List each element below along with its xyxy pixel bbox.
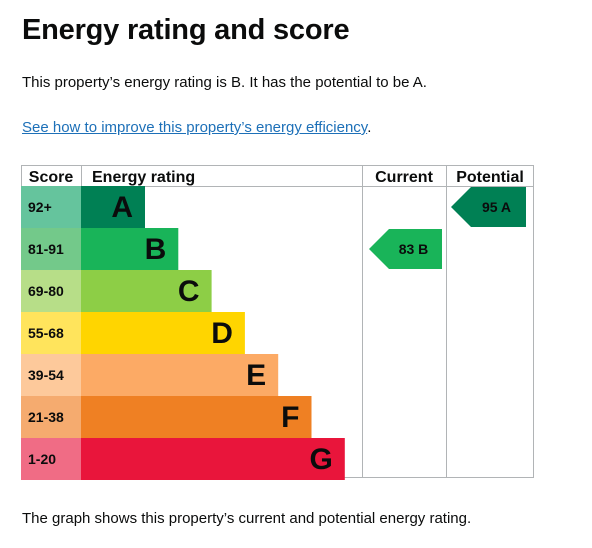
band-score-range: 69-80 — [28, 283, 64, 299]
band-letter: F — [281, 401, 299, 434]
band-score-range: 81-91 — [28, 241, 64, 257]
band-letter: C — [178, 275, 200, 308]
band-score-cell — [21, 396, 81, 438]
band-letter: B — [145, 233, 167, 266]
band-score-cell — [21, 312, 81, 354]
band-score-range: 92+ — [28, 199, 52, 215]
rating-bands: 92+ A 81-91 B 69-80 C 55-68 D 39-54 E 21-38 F 1-20 G — [21, 186, 345, 480]
potential-rating-marker: 95 A — [451, 187, 526, 227]
band-bar — [81, 396, 312, 438]
band-score-cell — [21, 438, 81, 480]
band-bar — [81, 270, 212, 312]
current-rating-marker: 83 B — [369, 229, 442, 269]
band-letter: D — [211, 317, 233, 350]
band-score-cell — [21, 354, 81, 396]
improve-link-suffix: . — [367, 119, 372, 136]
band-score-range: 21-38 — [28, 409, 64, 425]
band-score-range: 55-68 — [28, 325, 64, 341]
band-bar — [81, 186, 145, 228]
band-e: 39-54 E — [21, 354, 279, 396]
band-g: 1-20 G — [21, 438, 345, 480]
rating-summary: This property’s energy rating is B. It h… — [22, 74, 427, 91]
band-score-range: 1-20 — [28, 451, 56, 467]
header-energy-rating: Energy rating — [92, 169, 195, 186]
band-letter: E — [246, 359, 266, 392]
band-a: 92+ A — [21, 186, 145, 228]
band-letter: G — [309, 443, 332, 476]
chart-caption: The graph shows this property’s current … — [22, 510, 472, 527]
band-score-cell — [21, 270, 81, 312]
current-rating-marker-label: 83 B — [399, 241, 429, 257]
potential-rating-marker-label: 95 A — [482, 199, 511, 215]
current-rating-marker-arrow — [369, 229, 442, 269]
band-bar — [81, 438, 345, 480]
band-score-range: 39-54 — [28, 367, 64, 383]
band-bar — [81, 312, 245, 354]
rating-markers: 83 B 95 A — [369, 187, 526, 269]
band-f: 21-38 F — [21, 396, 312, 438]
energy-rating-chart: Score Energy rating Current Potential 92… — [21, 165, 534, 480]
band-c: 69-80 C — [21, 270, 212, 312]
header-current: Current — [375, 169, 433, 186]
band-letter: A — [111, 191, 133, 224]
header-potential: Potential — [456, 169, 524, 186]
band-score-cell — [21, 228, 81, 270]
band-b: 81-91 B — [21, 228, 179, 270]
improve-efficiency-link[interactable]: See how to improve this property’s energ… — [22, 119, 368, 136]
band-d: 55-68 D — [21, 312, 245, 354]
improve-link-line: See how to improve this property’s energ… — [22, 119, 371, 136]
band-bar — [81, 354, 279, 396]
band-score-cell — [21, 186, 81, 228]
page-title: Energy rating and score — [22, 14, 350, 46]
band-bar — [81, 228, 179, 270]
chart-headers: Score Energy rating Current Potential — [29, 169, 524, 186]
potential-rating-marker-arrow — [451, 187, 526, 227]
header-score: Score — [29, 169, 74, 186]
